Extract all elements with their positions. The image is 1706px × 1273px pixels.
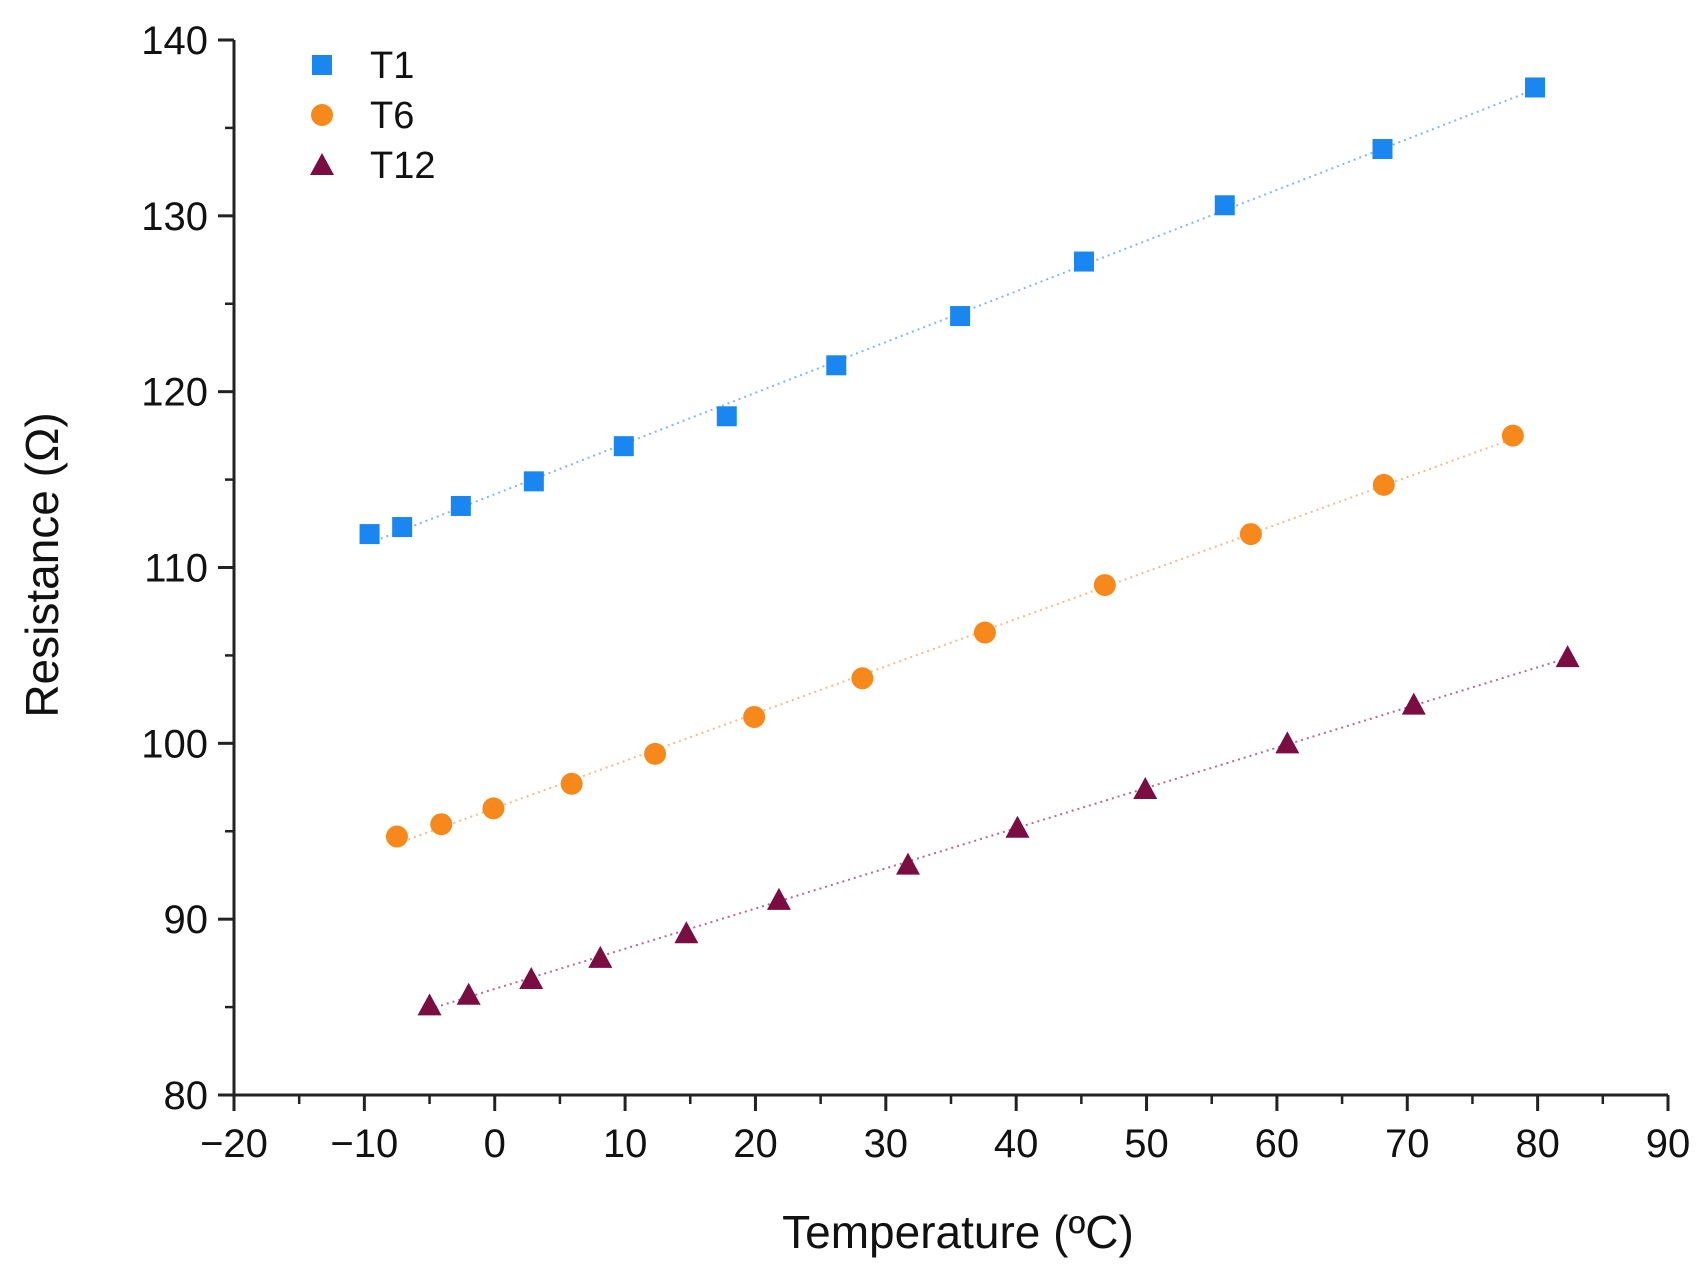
legend-item-t12: T12 <box>310 145 435 187</box>
data-point-t1 <box>1525 77 1546 98</box>
data-point-t6 <box>430 813 453 836</box>
x-tick-label: 50 <box>1124 1122 1169 1166</box>
x-tick-label: 70 <box>1385 1122 1430 1166</box>
data-point-t1 <box>716 406 737 427</box>
data-point-t12 <box>417 993 442 1016</box>
y-axis-title: Resistance (Ω) <box>16 412 68 717</box>
y-tick-label: 80 <box>164 1074 209 1118</box>
data-point-t6 <box>851 667 874 690</box>
y-tick-label: 110 <box>144 547 208 591</box>
data-point-t1 <box>826 355 847 376</box>
x-tick-label: 20 <box>733 1122 778 1166</box>
data-point-t12 <box>519 966 544 989</box>
legend-marker-t12 <box>310 153 334 175</box>
fit-lines <box>369 88 1568 1010</box>
data-point-t12 <box>1555 645 1580 668</box>
data-point-t1 <box>523 471 544 492</box>
data-point-t6 <box>482 797 505 820</box>
data-point-t12 <box>1401 692 1426 715</box>
data-point-t1 <box>613 436 634 457</box>
y-tick-label: 140 <box>141 19 208 63</box>
x-tick-label: 0 <box>484 1122 506 1166</box>
data-point-t1 <box>1073 251 1094 272</box>
data-point-t12 <box>1275 731 1300 754</box>
axes: −20 −10 0 10 20 30 40 50 60 70 80 90 80 90 100 110 120 13… <box>141 19 1690 1166</box>
legend-label: T1 <box>370 45 414 87</box>
y-tick-label: 90 <box>164 898 209 942</box>
y-tick-label: 100 <box>141 722 208 766</box>
data-point-t6 <box>743 705 766 728</box>
y-tick-label: 130 <box>141 195 208 239</box>
legend: T1 T6 T12 <box>310 45 435 187</box>
data-point-t12 <box>674 921 699 944</box>
data-point-t12 <box>895 852 920 875</box>
data-point-t6 <box>1093 574 1116 597</box>
x-tick-label: 30 <box>864 1122 909 1166</box>
data-point-t12 <box>588 945 613 968</box>
series-t1 <box>359 77 1546 545</box>
data-point-t1 <box>1372 139 1393 160</box>
legend-marker-t6 <box>311 104 333 126</box>
legend-marker-t1 <box>312 55 332 75</box>
x-tick-label: 60 <box>1255 1122 1300 1166</box>
y-tick-label: 120 <box>141 371 208 415</box>
x-tick-label: 10 <box>603 1122 648 1166</box>
x-tick-label: 80 <box>1515 1122 1560 1166</box>
data-point-t6 <box>1501 424 1524 447</box>
data-point-t1 <box>1214 195 1235 216</box>
data-point-t6 <box>1239 523 1262 546</box>
data-point-t1 <box>392 517 413 538</box>
legend-label: T6 <box>370 95 414 137</box>
data-point-t6 <box>560 772 583 795</box>
x-axis-title: Temperature (ºC) <box>782 1206 1134 1258</box>
data-point-t12 <box>1133 777 1158 800</box>
fit-line-t12 <box>429 657 1568 1010</box>
data-point-t1 <box>450 495 471 516</box>
data-point-t1 <box>359 524 380 545</box>
x-tick-label: 40 <box>994 1122 1039 1166</box>
data-point-t6 <box>1372 473 1395 496</box>
x-tick-label: 90 <box>1646 1122 1691 1166</box>
data-point-t12 <box>1005 815 1030 838</box>
legend-label: T12 <box>370 145 435 187</box>
data-point-t12 <box>766 887 791 910</box>
series-t6 <box>385 424 1524 848</box>
data-point-t12 <box>456 982 481 1005</box>
legend-item-t1: T1 <box>312 45 414 87</box>
legend-item-t6: T6 <box>311 95 414 137</box>
data-point-t6 <box>973 621 996 644</box>
data-point-t6 <box>385 825 408 848</box>
data-markers <box>359 77 1580 1016</box>
x-tick-label: −10 <box>330 1122 398 1166</box>
x-tick-label: −20 <box>200 1122 268 1166</box>
data-point-t6 <box>644 742 667 765</box>
data-point-t1 <box>950 306 971 327</box>
series-t12 <box>417 645 1580 1016</box>
